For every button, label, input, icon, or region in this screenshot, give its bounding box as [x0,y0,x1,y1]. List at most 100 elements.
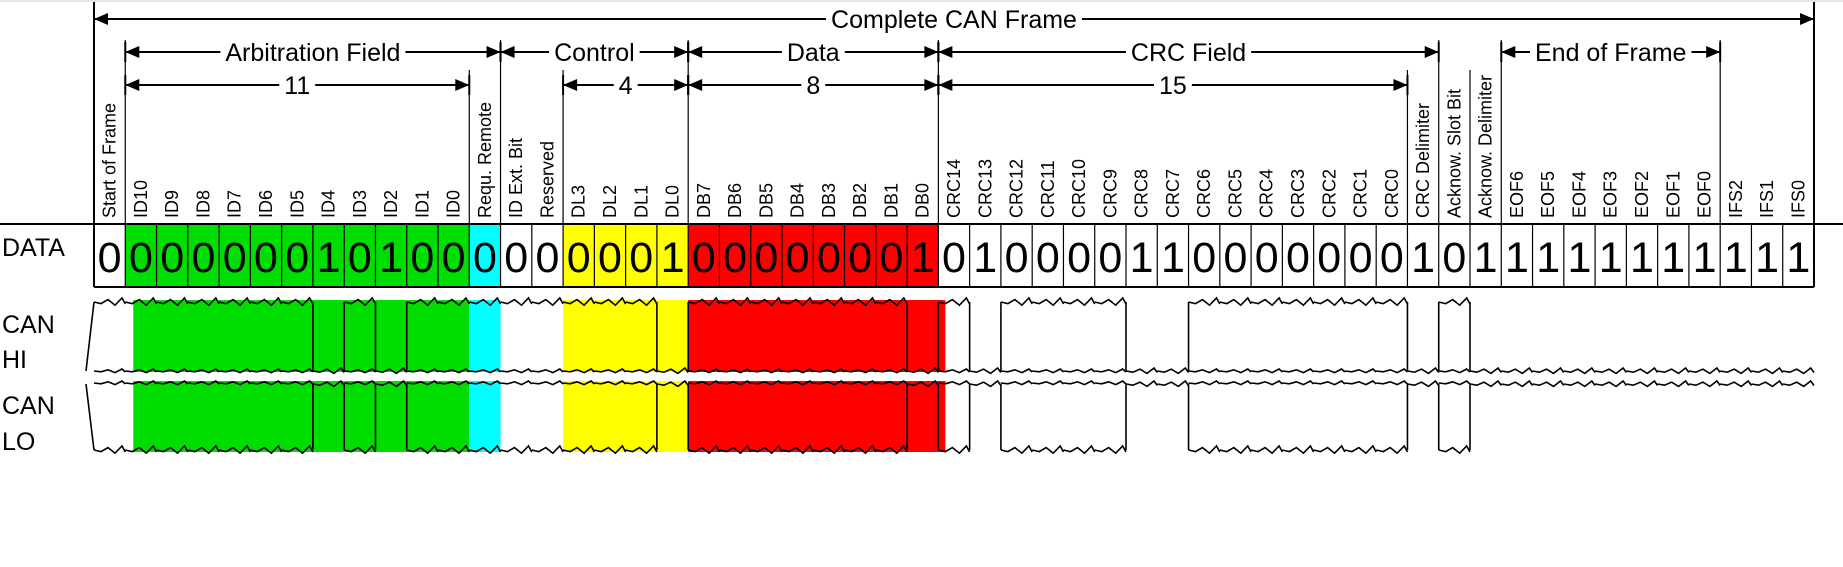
wave-lo-bottom-1 [125,444,158,455]
wave-hi-top-14 [531,296,564,307]
wave-hi-inner-43 [1438,368,1471,374]
wave-lo-bottom-20 [719,444,752,455]
count-label-8-gap [801,82,826,88]
wave-hi-inner-19 [688,368,721,374]
wave-lo-idle-52 [1720,379,1753,388]
bit-value-crc13: 1 [973,234,997,282]
wave-hi-idle-48 [1594,366,1628,375]
bit-name-db6: DB6 [725,183,745,218]
wave-lo-idle-51 [1688,379,1721,388]
wave-lo-idle-28 [969,379,1002,388]
wave-band-lo-remote-12 [469,381,501,452]
wave-lo-inner-30 [1032,380,1065,386]
wave-hi-top-13 [500,296,533,307]
wave-lo-inner-22 [781,380,814,386]
wave-hi-inner-39 [1313,368,1346,374]
bit-name-crc11: CRC11 [1038,160,1058,218]
wave-hi-top-3 [187,296,220,307]
bit-name-id6: ID6 [256,190,276,218]
field-arrow-crc-field-head-right [1424,46,1439,58]
wave-lo-inner-35 [1188,380,1221,386]
bit-value-crc5: 0 [1223,234,1247,282]
bit-name-dl3: DL3 [569,185,589,218]
bit-value-start-of-frame: 0 [98,234,122,282]
count-label-15: 15 [1159,72,1187,100]
wave-hi-top-25 [875,296,908,307]
wave-hi-inner-32 [1094,368,1127,374]
wave-lo-inner-12 [469,380,502,386]
bit-name-id7: ID7 [225,190,245,218]
wave-hi-idle-46 [1532,366,1565,375]
bit-name-id-ext-bit: ID Ext. Bit [506,138,526,218]
wave-lo-bottom-25 [875,444,908,455]
bit-value-crc10: 0 [1067,234,1091,282]
bit-name-id8: ID8 [194,190,214,218]
wave-lo-inner-38 [1282,380,1315,386]
wave-lo-inner-37 [1251,380,1283,386]
field-label-arbitration-field-gap [220,49,406,55]
field-label-crc-field: CRC Field [1131,39,1246,67]
data-cell-db2 [844,224,876,287]
bit-value-ifs0: 1 [1786,234,1810,282]
wave-hi-idle-44 [1469,366,1502,375]
wave-hi-idle-18 [656,366,689,375]
title-arrow-head-left [94,13,108,25]
wave-hi-top-40 [1344,296,1377,307]
wave-hi-idle-54 [1782,366,1815,375]
bit-name-crc-delimiter: CRC Delimiter [1413,103,1433,218]
wave-lo-inner-11 [437,380,470,386]
wave-band-hi-control-15 [563,300,689,372]
wave-hi-top-37 [1250,296,1284,307]
bit-value-db6: 0 [723,234,747,282]
bit-name-crc0: CRC0 [1382,169,1402,218]
data-cell-id6 [250,224,282,287]
wave-lo-idle-26 [906,379,940,388]
wave-start-lo [85,383,95,451]
wave-lo-bottom-5 [250,444,283,455]
wave-hi-inner-3 [187,368,220,374]
data-cell-id9 [156,224,188,287]
bit-name-reserved: Reserved [538,141,558,218]
wave-hi-inner-5 [250,368,283,374]
bit-name-crc14: CRC14 [944,159,964,218]
field-arrow-crc-field-head-left [938,46,953,58]
bit-name-crc12: CRC12 [1007,159,1027,218]
bit-name-id0: ID0 [444,190,464,218]
bit-name-db4: DB4 [788,183,808,218]
field-label-end-of-frame-gap [1530,49,1692,55]
bit-name-id5: ID5 [287,190,307,218]
wave-hi-idle-26 [906,366,940,375]
wave-lo-bottom-2 [156,444,189,455]
bit-name-acknow-delimiter: Acknow. Delimiter [1476,75,1496,218]
data-cell-dl0 [656,224,689,287]
bit-value-id4: 1 [317,234,341,282]
bit-name-db5: DB5 [756,183,776,218]
wave-lo-idle-50 [1657,379,1690,388]
wave-lo-inner-14 [531,380,564,386]
wave-lo-idle-54 [1782,379,1815,388]
bit-name-db1: DB1 [882,183,902,218]
wave-band-lo-control-15 [563,381,689,452]
wave-hi-top-27 [938,296,971,307]
wave-lo-bottom-15 [562,444,596,455]
data-cell-id0 [438,224,470,287]
count-arrow-4-head-right [674,79,689,91]
bit-name-db3: DB3 [819,183,839,218]
bit-name-eof1: EOF1 [1663,171,1683,218]
wave-start-hi [85,301,95,372]
wave-hi-idle-45 [1501,366,1534,375]
wave-lo-inner-0 [93,380,126,386]
wave-hi-inner-35 [1188,368,1221,374]
count-arrow-15-head-right [1393,79,1408,91]
wave-hi-inner-20 [719,368,752,374]
wave-lo-inner-16 [594,380,627,386]
wave-lo-inner-3 [187,380,220,386]
wave-hi-top-31 [1063,296,1096,307]
data-cell-db3 [813,224,845,287]
wave-lo-idle-48 [1594,379,1628,388]
wave-lo-idle-34 [1157,379,1190,388]
field-arrow-arbitration-field-head-left [125,46,140,58]
bit-value-db7: 0 [692,234,716,282]
wave-lo-bottom-14 [531,444,564,455]
bit-name-crc9: CRC9 [1100,169,1120,218]
